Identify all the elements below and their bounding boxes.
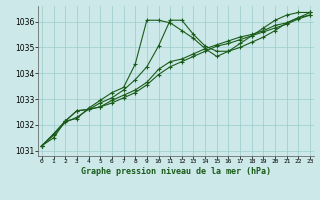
- X-axis label: Graphe pression niveau de la mer (hPa): Graphe pression niveau de la mer (hPa): [81, 167, 271, 176]
